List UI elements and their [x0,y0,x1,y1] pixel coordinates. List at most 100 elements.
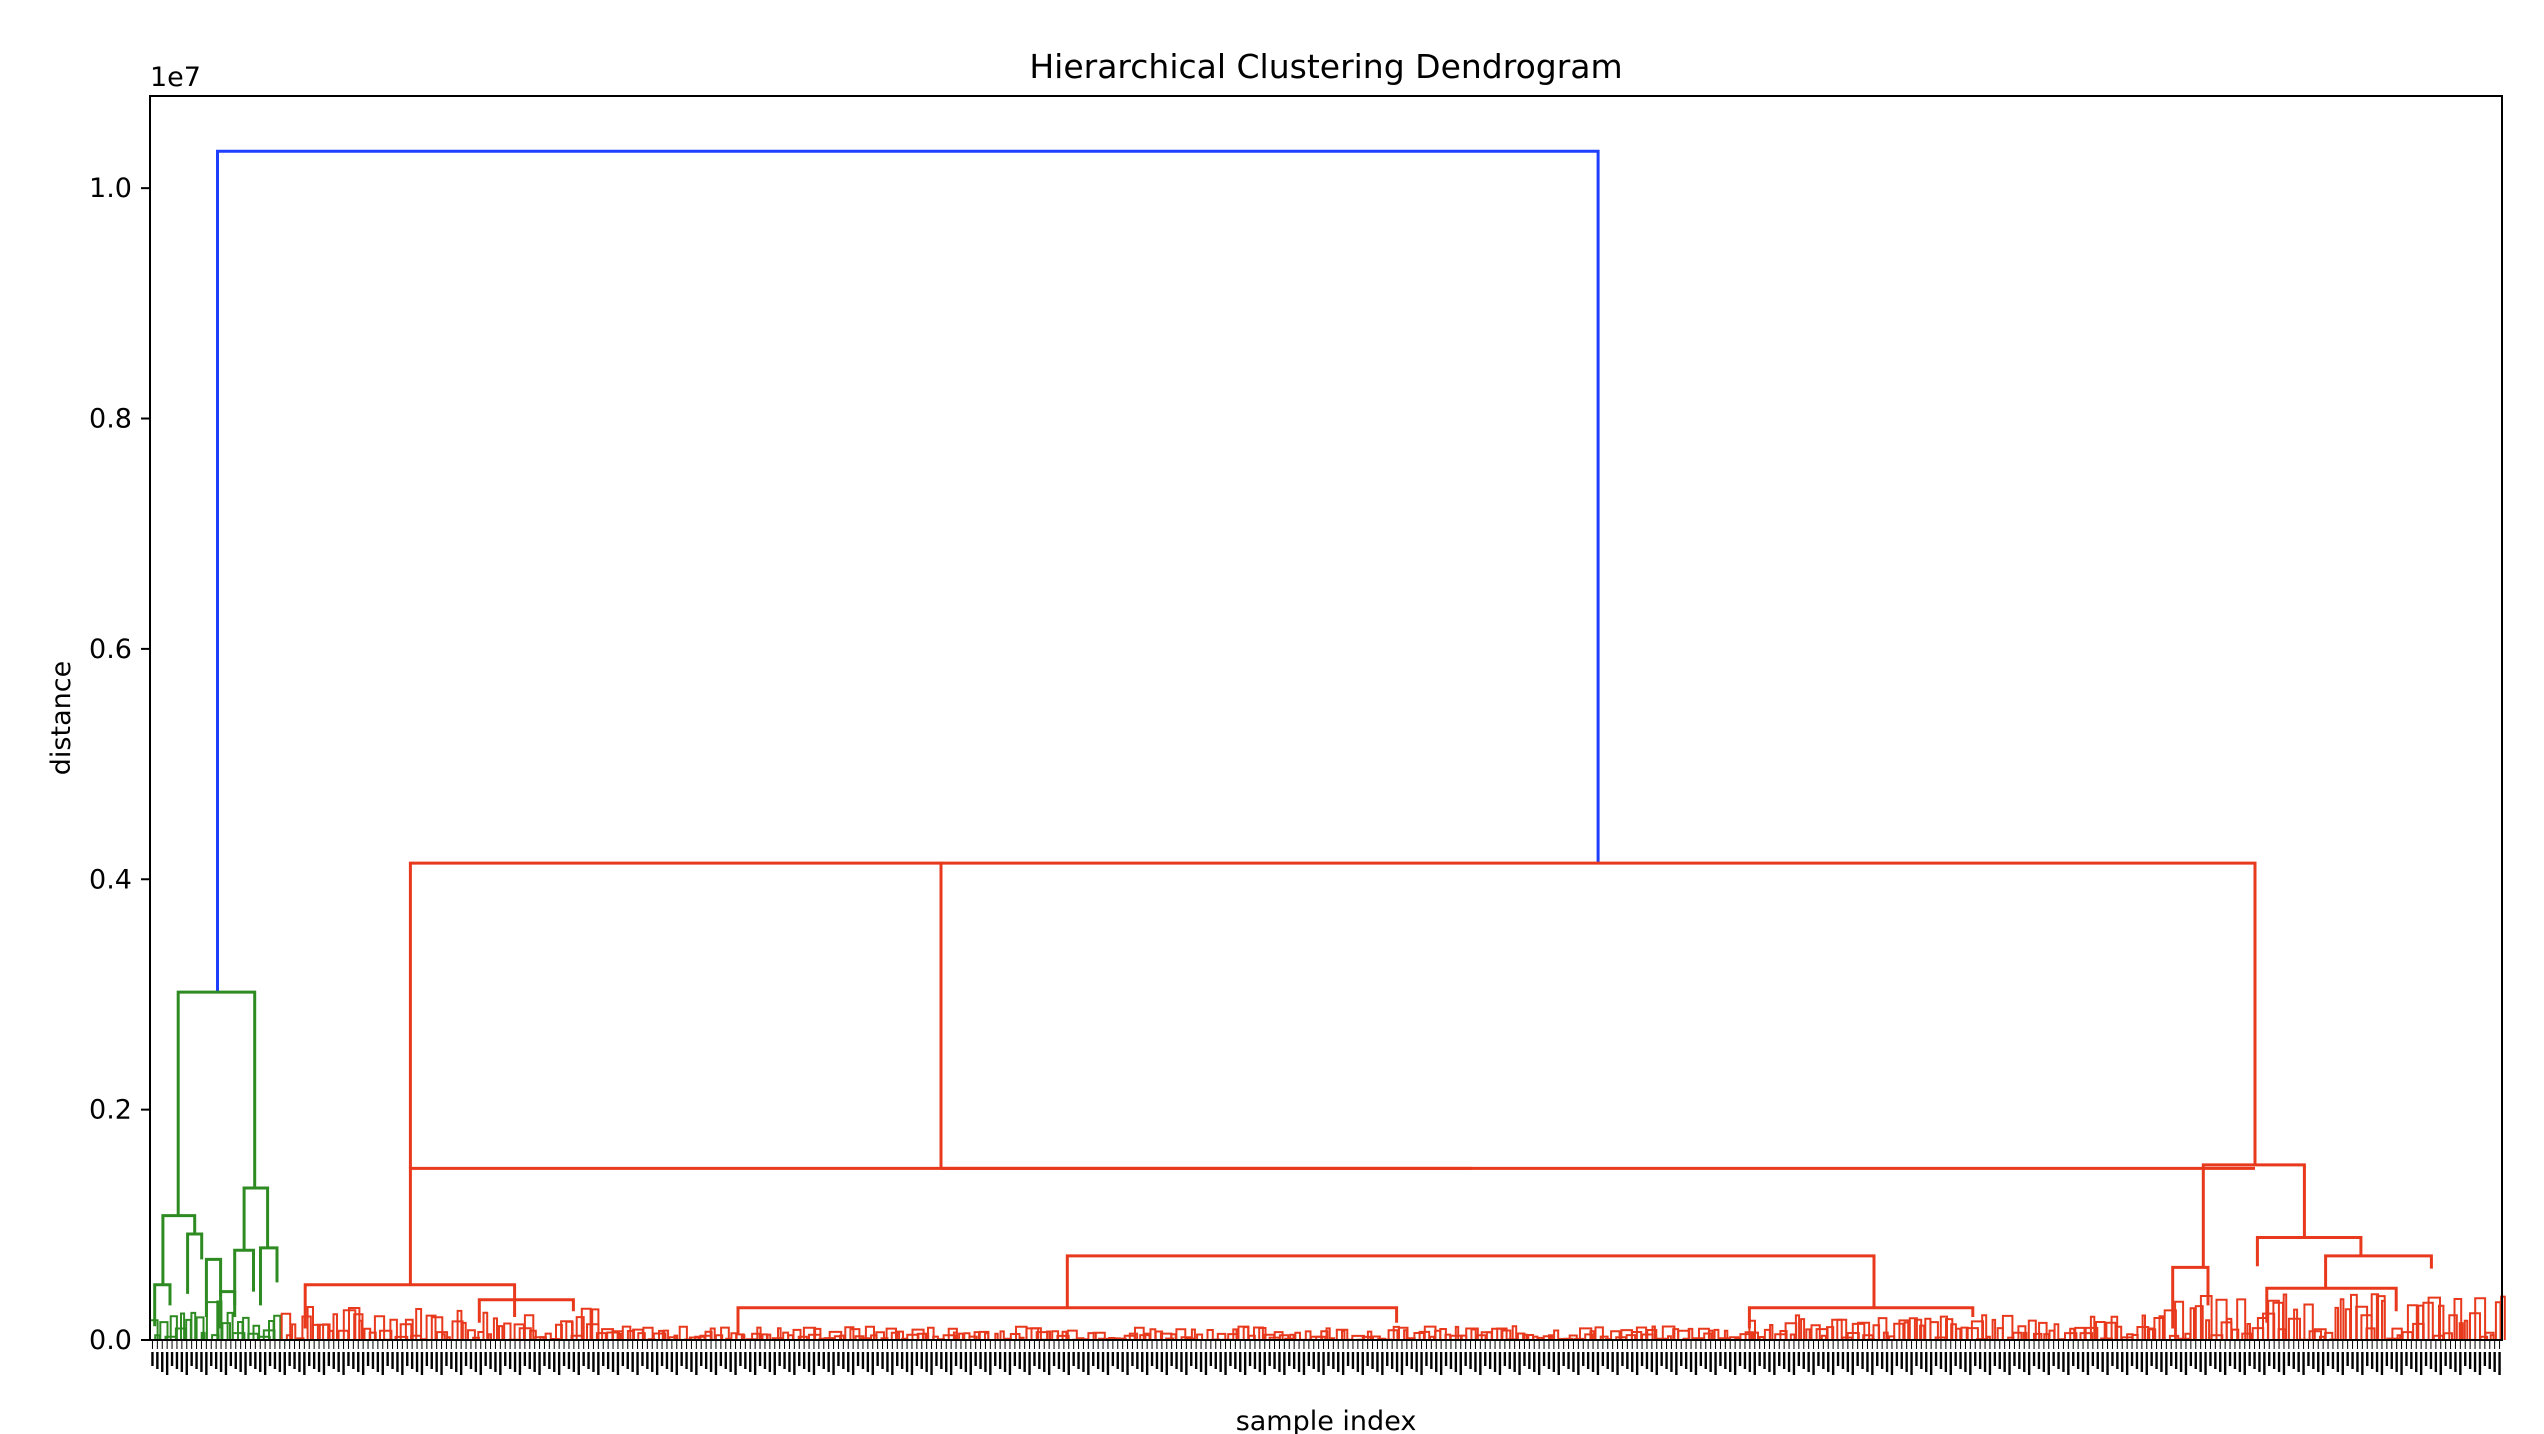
dendrogram-leaf-link [621,1325,632,1340]
x-tick-label-glyph [455,1352,458,1372]
x-tick-label-glyph [1934,1352,1938,1366]
x-tick-label-glyph [445,1352,448,1366]
x-tick-label-glyph [410,1352,414,1369]
x-tick-label-glyph [719,1352,723,1366]
x-tick-label-glyph [1356,1352,1360,1372]
x-tick-label-glyph [2047,1352,2050,1375]
x-tick-label-glyph [2346,1352,2349,1366]
x-tick-label-glyph [1341,1352,1345,1375]
dendrogram-leaf-link [1945,1318,1954,1340]
dendrogram-leaf-link [2489,1334,2495,1340]
x-tick-label-glyph [847,1352,850,1372]
x-tick-label-glyph [1268,1352,1271,1366]
x-tick-label-glyph [464,1352,468,1366]
x-tick-label-glyph [1729,1352,1732,1372]
dendrogram-leaf-link [1470,1328,1477,1340]
dendrogram-leaf-link [1046,1330,1051,1340]
y-tick-label: 0.2 [89,1095,132,1126]
x-tick-label-glyph [2233,1352,2237,1369]
dendrogram-leaf-link [1496,1327,1508,1340]
x-tick-label-glyph [881,1352,884,1369]
x-tick-label-glyph [1655,1352,1658,1375]
dendrogram-leaf-link [1584,1333,1594,1340]
dendrogram-leaf-link [714,1334,724,1340]
dendrogram-leaf-link [482,1311,489,1340]
x-tick-label-glyph [2042,1352,2046,1372]
x-tick-label-glyph [1895,1352,1899,1366]
dendrogram-leaf-link [492,1317,498,1340]
x-tick-label-glyph [989,1352,992,1375]
dendrogram-leaf-link [1919,1324,1926,1340]
dendrogram-leaf-link [2033,1332,2043,1340]
dendrogram-leaf-link [216,1300,223,1340]
dendrogram-leaf-link [1175,1328,1187,1340]
x-tick-label-glyph [504,1352,507,1366]
x-tick-label-glyph [2125,1352,2129,1375]
x-tick-label-glyph [263,1352,267,1375]
x-tick-label-glyph [337,1352,340,1372]
x-tick-label-glyph [1562,1352,1565,1366]
x-tick-label-glyph [915,1352,919,1366]
dendrogram-leaf-link [1877,1317,1888,1340]
dendrogram-leaf-link [1242,1326,1250,1340]
dendrogram-leaf-link [1516,1332,1526,1340]
x-tick-label-glyph [553,1352,556,1372]
x-tick-label-glyph [489,1352,492,1369]
x-tick-label-glyph [435,1352,438,1372]
dendrogram-leaf-link [2027,1319,2037,1340]
x-tick-label-glyph [170,1352,174,1366]
x-tick-label-glyph [2375,1352,2379,1372]
y-tick-label: 0.8 [89,404,132,435]
dendrogram-leaf-link [456,1309,463,1340]
x-tick-label-glyph [1665,1352,1668,1369]
y-axis-label: distance [46,661,77,775]
dendrogram-leaf-link [1903,1321,1910,1340]
x-tick-label-glyph [1082,1352,1085,1372]
x-tick-label-glyph [1488,1352,1492,1369]
x-tick-label-glyph [1880,1352,1884,1369]
x-tick-label-glyph [1327,1352,1330,1366]
x-tick-label-glyph [1219,1352,1222,1372]
x-tick-label-glyph [2174,1352,2178,1369]
x-axis-label: sample index [1236,1406,1417,1434]
x-tick-label-glyph [886,1352,889,1372]
x-tick-label-glyph [357,1352,360,1372]
dendrogram-leaf-link [1501,1329,1512,1340]
dendrogram-leaf-link [1020,1336,1025,1340]
dendrogram-leaf-link [2148,1327,2154,1340]
x-tick-label-glyph [2356,1352,2359,1372]
x-tick-label-glyph [1033,1352,1036,1366]
x-tick-label-glyph [1092,1352,1095,1366]
x-tick-label-glyph [1704,1352,1707,1369]
dendrogram-leaf-link [1335,1328,1349,1340]
x-tick-label-glyph [1631,1352,1634,1372]
x-tick-label-glyph [675,1352,678,1375]
dendrogram-leaf-link [1908,1317,1918,1340]
dendrogram-link-green [161,1214,197,1285]
x-tick-label-glyph [1346,1352,1350,1366]
dendrogram-leaf-link [1206,1329,1214,1340]
dendrogram-leaf-link [415,1308,423,1340]
x-tick-label-glyph [1209,1352,1213,1366]
x-tick-label-glyph [2331,1352,2335,1369]
x-tick-label-glyph [2493,1352,2496,1372]
x-tick-label-glyph [1405,1352,1409,1366]
x-tick-label-glyph [1057,1352,1061,1369]
x-tick-label-glyph [190,1352,193,1366]
x-tick-label-glyph [2258,1352,2261,1372]
dendrogram-leaf-link [2048,1329,2056,1340]
x-tick-label-glyph [2121,1352,2124,1372]
x-tick-label-glyph [2003,1352,2006,1372]
dendrogram-leaf-link [1294,1331,1301,1340]
x-tick-label-glyph [1758,1352,1761,1366]
dendrogram-leaf-link [2370,1293,2380,1340]
x-tick-label-glyph [979,1352,982,1369]
x-tick-label-glyph [239,1352,242,1372]
x-tick-label-glyph [1513,1352,1516,1372]
dendrogram-leaf-link [2189,1307,2195,1340]
x-tick-label-glyph [165,1352,169,1375]
x-tick-label-glyph [837,1352,840,1366]
x-tick-label-glyph [1312,1352,1315,1369]
dendrogram-leaf-link [2458,1322,2464,1340]
x-tick-label-glyph [1371,1352,1374,1369]
